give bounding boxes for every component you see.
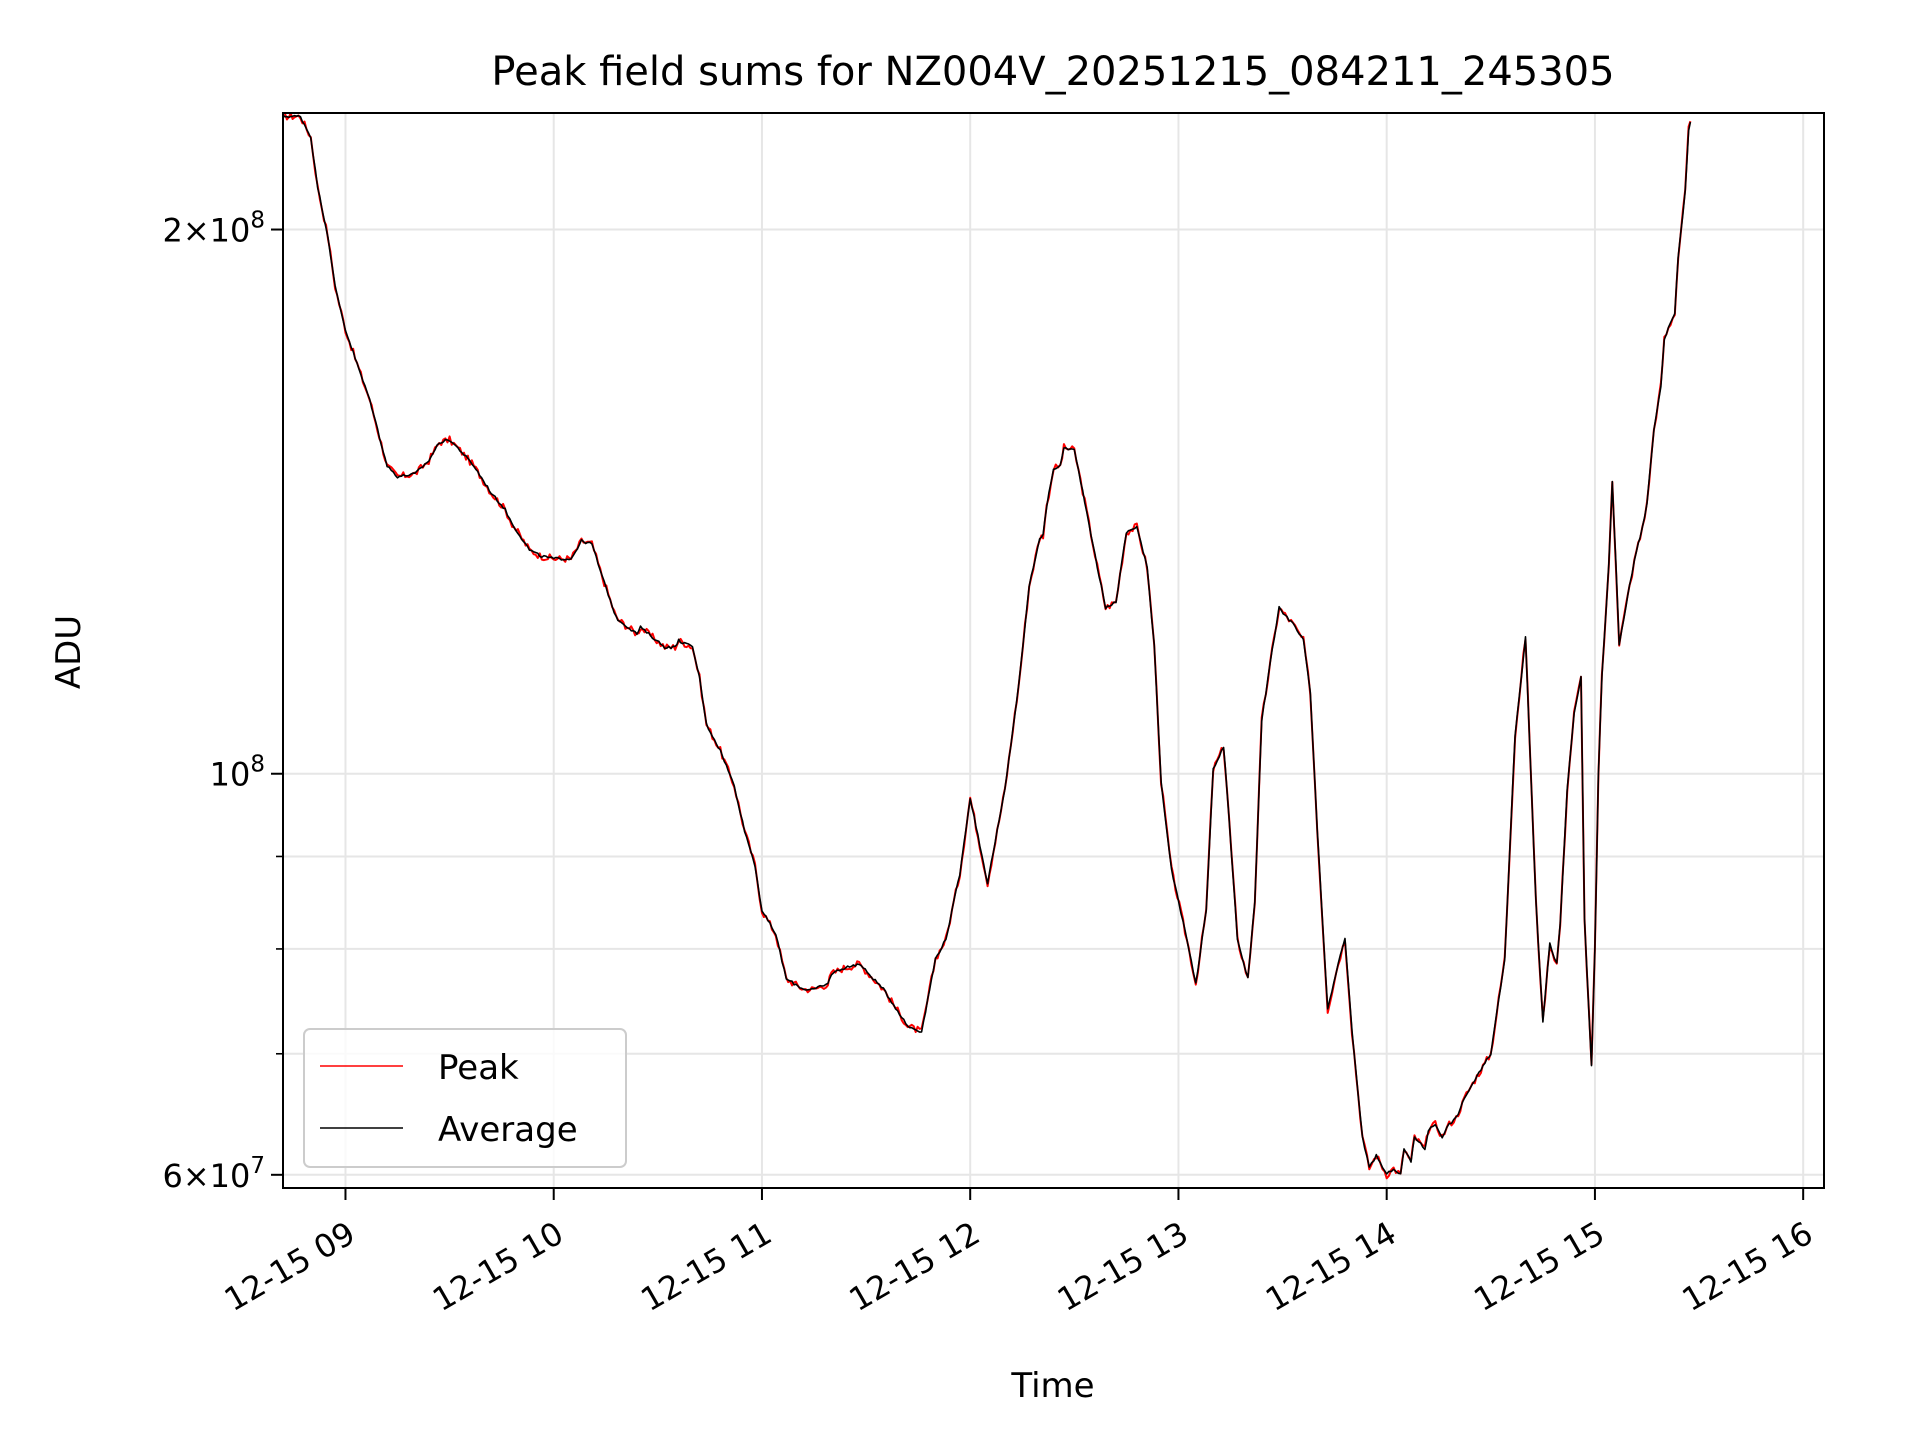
series-layer bbox=[283, 113, 1692, 1180]
plot-area-frame bbox=[282, 112, 1825, 1189]
chart-title: Peak field sums for NZ004V_20251215_0842… bbox=[491, 49, 1614, 95]
y-axis: 6×107 108 2×108 bbox=[162, 208, 283, 1195]
y-tick-label: 2×108 bbox=[162, 208, 265, 250]
x-axis-label: Time bbox=[1010, 1366, 1094, 1406]
legend: Peak Average bbox=[303, 1028, 627, 1168]
legend-peak-label: Peak bbox=[438, 1048, 519, 1088]
legend-average-label: Average bbox=[438, 1110, 578, 1150]
y-tick-label: 108 bbox=[210, 752, 265, 794]
y-tick-label: 6×107 bbox=[162, 1153, 265, 1195]
series-line-average bbox=[283, 114, 1692, 1175]
y-axis-label: ADU bbox=[49, 615, 89, 689]
legend-box bbox=[303, 1028, 627, 1168]
